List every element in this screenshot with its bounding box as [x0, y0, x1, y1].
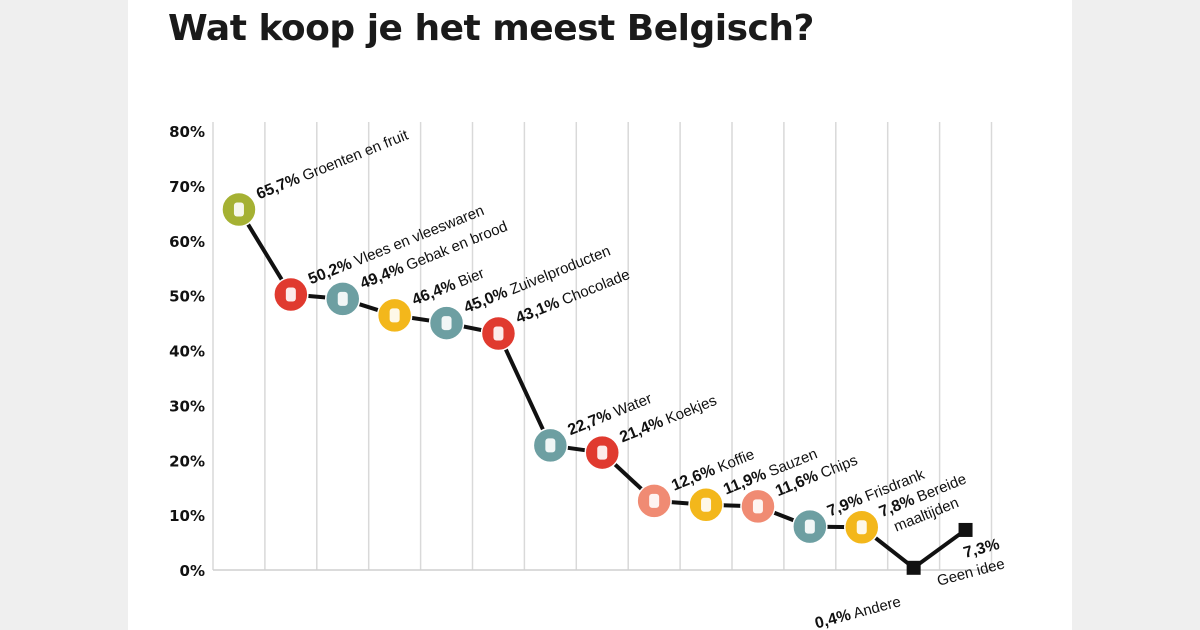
beer-icon [389, 308, 400, 323]
chart-panel [128, 0, 1072, 630]
cookie-icon [597, 445, 608, 460]
category-label: Koekjes [659, 392, 719, 429]
water-bottle-icon [545, 438, 556, 453]
soda-icon [804, 519, 815, 534]
y-tick-label: 80% [169, 123, 205, 141]
y-tick-label: 30% [169, 397, 205, 415]
data-label-text: 7,3%Geen idee [930, 536, 1006, 590]
coffee-bean-icon [649, 493, 660, 508]
data-label-text: 0,4% Andere [813, 593, 903, 630]
category-label: Water [608, 390, 655, 422]
bread-icon [337, 291, 348, 306]
data-value-label: 65,7% [254, 170, 302, 203]
y-tick-label: 10% [169, 507, 205, 525]
data-label: 65,7% Groenten en fruit [254, 126, 411, 203]
y-tick-label: 20% [169, 452, 205, 470]
vegetables-icon [233, 202, 244, 217]
data-value-label: 0,4% [813, 607, 853, 630]
data-value-label: 22,7% [565, 406, 613, 439]
category-label: Chips [814, 452, 860, 484]
chips-icon [752, 499, 763, 514]
category-label: Andere [848, 593, 902, 623]
y-tick-label: 60% [169, 233, 205, 251]
y-tick-label: 70% [169, 178, 205, 196]
meat-icon [285, 287, 296, 302]
data-value-label: 21,4% [617, 414, 665, 447]
data-point-marker [958, 522, 973, 537]
y-tick-label: 50% [169, 288, 205, 306]
data-label: 7,3%Geen idee [930, 536, 1006, 590]
data-label-text: 65,7% Groenten en fruit [254, 126, 411, 203]
data-value-label: 45,0% [462, 284, 510, 317]
ready-meal-icon [856, 520, 867, 535]
data-value-label: 43,1% [514, 294, 562, 327]
milk-icon [441, 316, 452, 331]
category-label: Bier [452, 265, 487, 292]
chocolate-icon [493, 326, 504, 341]
y-tick-label: 0% [180, 562, 205, 580]
data-label: 0,4% Andere [813, 593, 903, 630]
chart-title: Wat koop je het meest Belgisch? [168, 8, 814, 49]
category-label: Groenten en fruit [296, 126, 411, 186]
sauce-boat-icon [701, 497, 712, 512]
y-tick-label: 40% [169, 343, 205, 361]
data-value-label: 46,4% [410, 276, 458, 309]
data-point-marker [906, 560, 921, 575]
